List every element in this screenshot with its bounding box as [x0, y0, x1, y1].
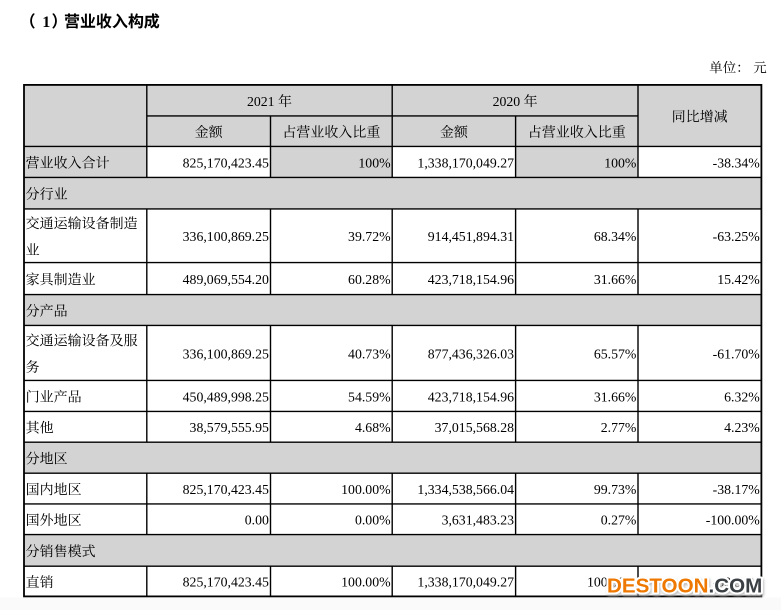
- svg-text:4.68%: 4.68%: [355, 420, 391, 435]
- svg-text:15.42%: 15.42%: [717, 272, 760, 287]
- svg-text:-63.25%: -63.25%: [713, 229, 761, 244]
- svg-text:0.00: 0.00: [245, 513, 269, 528]
- svg-text:100.00%: 100.00%: [341, 482, 391, 497]
- svg-text:4.23%: 4.23%: [724, 420, 760, 435]
- svg-text:-38.17%: -38.17%: [713, 482, 761, 497]
- svg-text:1,338,170,049.27: 1,338,170,049.27: [417, 155, 514, 170]
- svg-text:39.72%: 39.72%: [348, 229, 391, 244]
- svg-text:450,489,998.25: 450,489,998.25: [183, 389, 269, 404]
- svg-text:68.34%: 68.34%: [594, 229, 637, 244]
- svg-text:100%: 100%: [604, 155, 637, 170]
- svg-text:2021: 2021: [247, 94, 275, 109]
- svg-text:100%: 100%: [358, 155, 391, 170]
- svg-text:99.73%: 99.73%: [594, 482, 637, 497]
- svg-text:65.57%: 65.57%: [594, 346, 637, 361]
- svg-text:2.77%: 2.77%: [601, 420, 637, 435]
- svg-text:0.00%: 0.00%: [355, 513, 391, 528]
- svg-text:31.66%: 31.66%: [594, 389, 637, 404]
- svg-text:423,718,154.96: 423,718,154.96: [428, 389, 514, 404]
- svg-text:-38.34%: -38.34%: [713, 575, 761, 590]
- svg-text:31.66%: 31.66%: [594, 272, 637, 287]
- svg-text:100.00%: 100.00%: [341, 575, 391, 590]
- svg-text:-38.34%: -38.34%: [713, 155, 761, 170]
- svg-text:825,170,423.45: 825,170,423.45: [183, 575, 269, 590]
- svg-text:60.28%: 60.28%: [348, 272, 391, 287]
- svg-text:336,100,869.25: 336,100,869.25: [183, 229, 269, 244]
- svg-text:877,436,326.03: 877,436,326.03: [428, 346, 514, 361]
- svg-text:40.73%: 40.73%: [348, 346, 391, 361]
- svg-text:6.32%: 6.32%: [724, 389, 760, 404]
- svg-text:37,015,568.28: 37,015,568.28: [435, 420, 514, 435]
- svg-text:825,170,423.45: 825,170,423.45: [183, 155, 269, 170]
- svg-text:2020: 2020: [493, 94, 521, 109]
- svg-text:-100.00%: -100.00%: [706, 513, 761, 528]
- svg-text:336,100,869.25: 336,100,869.25: [183, 346, 269, 361]
- svg-text:0.27%: 0.27%: [601, 513, 637, 528]
- svg-text:1,338,170,049.27: 1,338,170,049.27: [417, 575, 514, 590]
- svg-text:914,451,894.31: 914,451,894.31: [428, 229, 514, 244]
- svg-text:38,579,555.95: 38,579,555.95: [190, 420, 269, 435]
- svg-text:3,631,483.23: 3,631,483.23: [442, 513, 515, 528]
- svg-text:-61.70%: -61.70%: [713, 346, 761, 361]
- svg-text:100.00%: 100.00%: [587, 575, 637, 590]
- svg-text:825,170,423.45: 825,170,423.45: [183, 482, 269, 497]
- svg-text:DESTOON.COM: DESTOON.COM: [607, 575, 762, 598]
- svg-text:1,334,538,566.04: 1,334,538,566.04: [417, 482, 514, 497]
- svg-text:489,069,554.20: 489,069,554.20: [183, 272, 269, 287]
- svg-text:423,718,154.96: 423,718,154.96: [428, 272, 514, 287]
- svg-text:54.59%: 54.59%: [348, 389, 391, 404]
